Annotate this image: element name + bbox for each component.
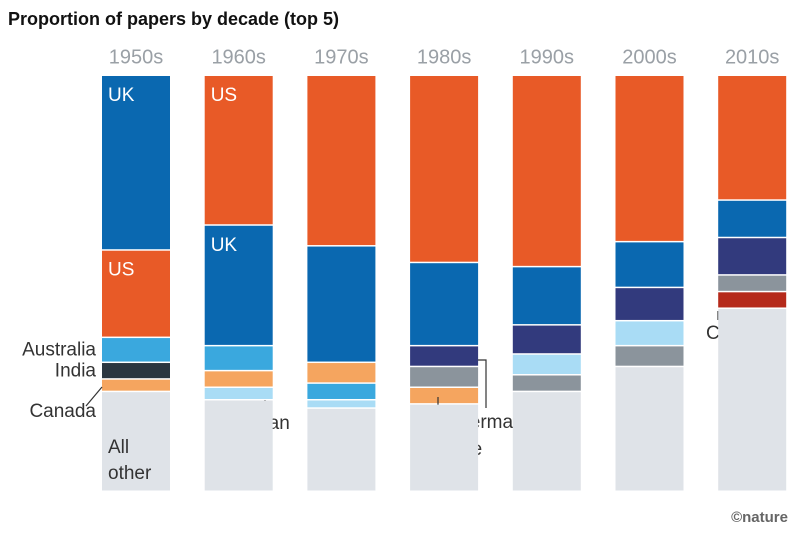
bar-segment [102, 379, 170, 391]
bar-segment [204, 388, 273, 399]
segment-label: US [211, 85, 237, 106]
leader-line [85, 386, 103, 407]
category-label: 2010s [725, 46, 780, 68]
bar-segment [204, 346, 273, 370]
bar-segment [410, 76, 479, 262]
category-label: 1990s [520, 46, 575, 68]
bar-segment [102, 338, 170, 362]
bar-segment [615, 288, 684, 320]
category-label: 1970s [314, 46, 369, 68]
category-label: 2000s [622, 46, 677, 68]
segment-label: UK [108, 85, 135, 106]
segment-label: UK [211, 235, 238, 256]
bar-segment [718, 275, 787, 291]
category-label: 1980s [417, 46, 472, 68]
bar-segment [512, 354, 581, 375]
segment-label: India [55, 360, 97, 381]
bar-segment [615, 346, 684, 366]
bar-segment [307, 408, 376, 491]
bar-segment [615, 367, 684, 491]
bar-segment [718, 76, 787, 200]
bar-segment [718, 200, 787, 237]
bar-segment [307, 246, 376, 362]
bar-segment [410, 263, 479, 345]
category-label: 1960s [211, 46, 266, 68]
bar-segment [102, 363, 170, 379]
bar-segment [204, 76, 273, 225]
segment-label: US [108, 260, 134, 281]
bar-segment [307, 76, 376, 246]
bar-segment [307, 363, 376, 383]
bar-segment [718, 308, 787, 491]
bar-segment [204, 225, 273, 345]
bar-segment [718, 292, 787, 308]
bar-segment [204, 400, 273, 491]
bar-segment [615, 242, 684, 287]
bar-segment [512, 76, 581, 266]
bar-segment [204, 371, 273, 387]
bar-segment [410, 367, 479, 387]
bar-segment [102, 76, 170, 250]
credit: ©nature [731, 509, 788, 526]
segment-label: Canada [29, 401, 96, 422]
bar-segment [410, 388, 479, 404]
bar-segment [512, 375, 581, 391]
bar-segment [410, 404, 479, 491]
category-label: 1950s [109, 46, 164, 68]
bar-segment [512, 325, 581, 354]
bar-segment [615, 76, 684, 241]
bar-segment [307, 383, 376, 399]
segment-label: All other [108, 437, 152, 484]
bar-segment [718, 238, 787, 275]
bar-segment [512, 267, 581, 325]
bar-segment [410, 346, 479, 366]
bar-segment [102, 392, 170, 491]
bar-segment [512, 392, 581, 491]
bar-segment [615, 321, 684, 345]
bar-segment [307, 400, 376, 408]
leader-line [478, 359, 487, 408]
chart-title: Proportion of papers by decade (top 5) [8, 9, 339, 29]
segment-label: Australia [22, 340, 96, 361]
bar-segment [102, 250, 170, 337]
